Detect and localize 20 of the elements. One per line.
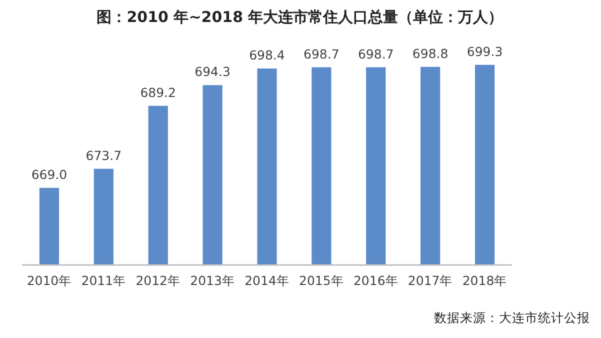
data-label: 669.0 [31, 166, 68, 182]
data-label: 689.2 [140, 84, 176, 100]
data-label: 673.7 [86, 148, 122, 163]
data-label: 699.3 [466, 44, 503, 59]
x-tick-label: 2010年 [26, 273, 72, 288]
data-label: 698.7 [358, 46, 394, 62]
data-label: 698.8 [412, 46, 448, 61]
x-tick-label: 2016年 [353, 273, 398, 288]
x-tick-label: 2012年 [136, 273, 181, 288]
data-label: 698.7 [304, 46, 340, 62]
x-tick-label: 2011年 [81, 273, 126, 288]
data-label: 694.3 [194, 64, 230, 80]
x-tick-label: 2014年 [244, 273, 290, 288]
x-tick-label: 2017年 [408, 273, 453, 288]
x-tick-label: 2018年 [462, 273, 508, 288]
data-label: 698.4 [249, 47, 285, 62]
chart-title: 图：2010 年~2018 年大连市常住人口总量（单位：万人） [96, 8, 504, 26]
x-tick-label: 2015年 [299, 273, 344, 288]
x-tick-label: 2013年 [190, 273, 235, 288]
source-note: 数据来源：大连市统计公报 [434, 310, 590, 325]
